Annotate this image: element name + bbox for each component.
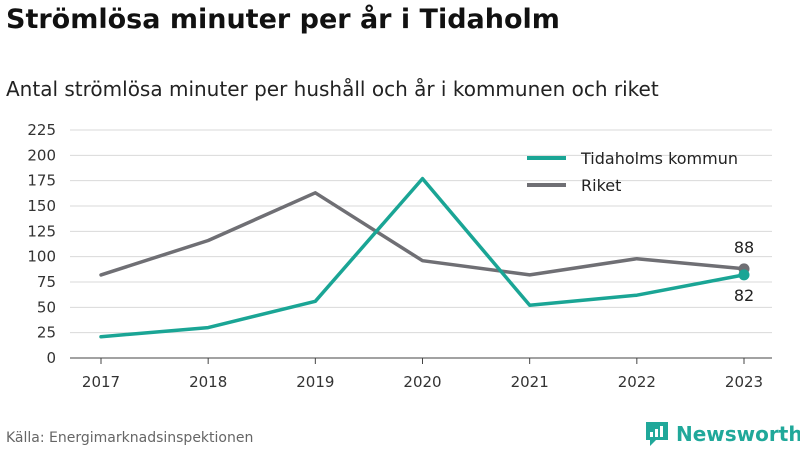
chart-subtitle: Antal strömlösa minuter per hushåll och …: [6, 77, 659, 101]
newsworthy-logo-icon: [646, 422, 668, 446]
series-line: [99, 176, 746, 339]
x-tick-label: 2023: [725, 373, 763, 391]
source-note: Källa: Energimarknadsinspektionen: [6, 430, 254, 446]
brand-logo: Newsworthy: [644, 420, 800, 448]
brand-name: Newsworthy: [676, 422, 800, 446]
y-tick-label: 75: [37, 273, 56, 291]
x-axis-ticks: 2017 2018 2019 2020 2021 2022 2023: [82, 358, 763, 391]
y-tick-label: 150: [27, 197, 56, 215]
series-lines: [99, 176, 750, 339]
y-tick-label: 25: [37, 324, 56, 342]
data-label: 88: [734, 238, 754, 257]
y-axis-ticks: 0 25 50 75 100 125 150 175 200 225: [27, 121, 56, 367]
end-labels: 82 88: [734, 238, 754, 305]
chart-title: Strömlösa minuter per år i Tidaholm: [6, 4, 560, 35]
x-tick-label: 2018: [189, 373, 227, 391]
legend: Tidaholms kommun Riket: [527, 149, 738, 195]
y-tick-label: 175: [27, 172, 56, 190]
y-tick-label: 200: [27, 146, 56, 164]
x-tick-label: 2020: [403, 373, 441, 391]
x-tick-label: 2019: [296, 373, 334, 391]
y-tick-label: 125: [27, 222, 56, 240]
data-label: 82: [734, 286, 754, 305]
series-line: [99, 191, 746, 277]
y-tick-label: 50: [37, 298, 56, 316]
legend-label: Tidaholms kommun: [580, 149, 738, 168]
legend-label: Riket: [581, 176, 621, 195]
series-end-point: [738, 269, 750, 281]
y-tick-label: 100: [27, 248, 56, 266]
x-tick-label: 2021: [511, 373, 549, 391]
y-tick-label: 0: [46, 349, 56, 367]
y-tick-label: 225: [27, 121, 56, 139]
x-tick-label: 2017: [82, 373, 120, 391]
x-tick-label: 2022: [618, 373, 656, 391]
